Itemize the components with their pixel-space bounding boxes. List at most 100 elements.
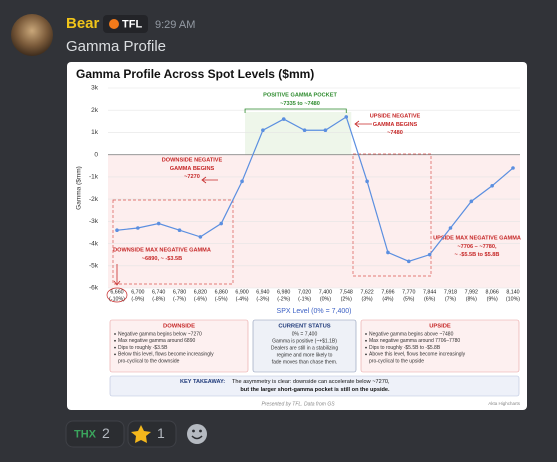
annotation: POSITIVE GAMMA POCKET	[263, 92, 337, 98]
x-tick-label: 7,548	[340, 289, 353, 295]
x-tick-label: 7,400	[319, 289, 332, 295]
panel-text: Negative gamma begins below ~7270	[118, 331, 202, 337]
panel-text: pro-cyclical to the downside	[118, 359, 180, 365]
reaction-thx[interactable]	[65, 420, 125, 448]
reaction-emote: THX	[74, 428, 97, 440]
x-tick-sublabel: (-5%)	[215, 296, 228, 302]
bullet	[365, 346, 367, 349]
panel-text: Gamma is positive (~+$1.1B)	[272, 338, 337, 344]
panel-text: pro-cyclical to the upside	[369, 359, 424, 365]
takeaway-label: KEY TAKEAWAY:	[180, 379, 225, 385]
panel-text: Dips to roughly -$5.5B to -$5.8B	[369, 345, 441, 351]
x-tick-label: 8,140	[506, 289, 519, 295]
chart-title: Gamma Profile Across Spot Levels ($mm)	[76, 67, 314, 81]
series-line	[116, 115, 514, 262]
y-axis-label: Gamma ($mm)	[76, 166, 83, 210]
annotation: ~7270	[184, 174, 200, 180]
data-point	[198, 235, 203, 239]
annotation: GAMMA BEGINS	[170, 166, 215, 172]
panel-text: Negative gamma begins above ~7480	[369, 331, 454, 337]
data-point	[156, 221, 161, 226]
data-point	[427, 252, 432, 257]
y-tick-label: 2k	[91, 107, 99, 114]
arrow	[354, 120, 372, 128]
x-tick-sublabel: (8%)	[466, 296, 477, 302]
panel	[360, 319, 520, 373]
x-tick-label: 7,844	[423, 289, 436, 295]
x-tick-label: 7,992	[465, 289, 478, 295]
author[interactable]: Bear	[66, 15, 100, 32]
add-reaction[interactable]	[187, 424, 207, 444]
data-point	[386, 250, 390, 255]
data-point	[406, 259, 411, 264]
annotation: ~ -$5.5B to $5.8B	[455, 252, 500, 258]
plot: -6k -5k -4k -3k -2k -1k 0 1k 2k 3k Gamma ($mm) POSI…	[76, 85, 521, 408]
star-emoji	[131, 425, 151, 443]
x-tick-label: 6,900	[235, 289, 248, 295]
arrow	[113, 264, 121, 286]
x-tick-sublabel: (-3%)	[256, 296, 269, 302]
data-point	[177, 228, 182, 233]
data-point	[469, 199, 474, 204]
positive-zone	[245, 112, 352, 155]
annotation: ~6890, ~ -$3.5B	[142, 256, 182, 262]
data-point	[323, 128, 328, 133]
x-tick-sublabel: (4%)	[382, 296, 393, 302]
add-reaction-eye	[192, 429, 195, 433]
y-tick-label: -2k	[89, 196, 99, 203]
data-point	[365, 179, 369, 184]
x-tick-sublabel: (3%)	[362, 296, 373, 302]
bullet	[114, 339, 116, 342]
bullet	[365, 333, 367, 335]
x-tick-label: 6,700	[131, 289, 144, 295]
downside-box	[112, 199, 234, 285]
current-marker	[106, 287, 128, 303]
add-reaction-eye	[199, 429, 202, 433]
panel-text: fade moves than chase them.	[272, 359, 338, 365]
bullet	[114, 333, 116, 335]
timestamp: 9:29 AM	[155, 19, 195, 31]
y-tick-label: 0	[94, 151, 98, 158]
annotation: DOWNSIDE NEGATIVE	[162, 157, 223, 163]
x-tick-sublabel: (-2%)	[277, 296, 290, 302]
x-tick-label: 7,622	[360, 289, 373, 295]
annotation: DOWNSIDE MAX NEGATIVE GAMMA	[113, 247, 211, 253]
footer: Presented by TFL. Data from GS	[261, 401, 335, 407]
x-tick-sublabel: (-7%)	[173, 296, 186, 302]
avatar[interactable]	[11, 14, 53, 56]
x-tick-sublabel: (-10%)	[109, 296, 125, 302]
x-tick-label: 7,020	[298, 289, 311, 295]
annotation: UPSIDE MAX NEGATIVE GAMMA	[433, 235, 521, 241]
annotation: GAMMA BEGINS	[373, 122, 418, 128]
x-tick-label: 7,696	[381, 289, 394, 295]
x-tick-label: 7,918	[444, 289, 457, 295]
annotation: ~7706 – ~7780,	[457, 244, 497, 250]
x-axis-label: SPX Level (0% = 7,400)	[277, 308, 352, 315]
panel-text: 0% = 7,400	[292, 331, 318, 337]
x-tick-sublabel: (7%)	[445, 296, 456, 302]
x-tick-label: 6,780	[173, 289, 186, 295]
x-tick-sublabel: (-1%)	[298, 296, 311, 302]
reaction-count: 2	[102, 425, 110, 441]
takeaway-text: The asymmetry is clear: downside can acc…	[232, 379, 390, 385]
panel-title: CURRENT STATUS	[278, 324, 330, 330]
x-tick-label: 6,860	[215, 289, 228, 295]
data-point	[219, 221, 224, 226]
tag-icon	[109, 19, 119, 29]
x-tick-sublabel: (9%)	[487, 296, 498, 302]
panel-title: DOWNSIDE	[163, 324, 195, 330]
y-tick-label: -5k	[89, 262, 99, 269]
annotation: UPSIDE NEGATIVE	[370, 113, 421, 119]
panel-text: Above this level, flows become increasin…	[369, 352, 466, 358]
x-tick-sublabel: (0%)	[320, 296, 331, 302]
annotation: ~7335 to ~7480	[280, 101, 320, 107]
y-tick-label: 1k	[91, 129, 99, 136]
data-point	[281, 117, 286, 121]
x-tick-sublabel: (-6%)	[194, 296, 207, 302]
x-tick-sublabel: (-9%)	[131, 296, 144, 302]
bullet	[114, 346, 116, 349]
x-tick-sublabel: (5%)	[403, 296, 414, 302]
bullet	[365, 339, 367, 342]
